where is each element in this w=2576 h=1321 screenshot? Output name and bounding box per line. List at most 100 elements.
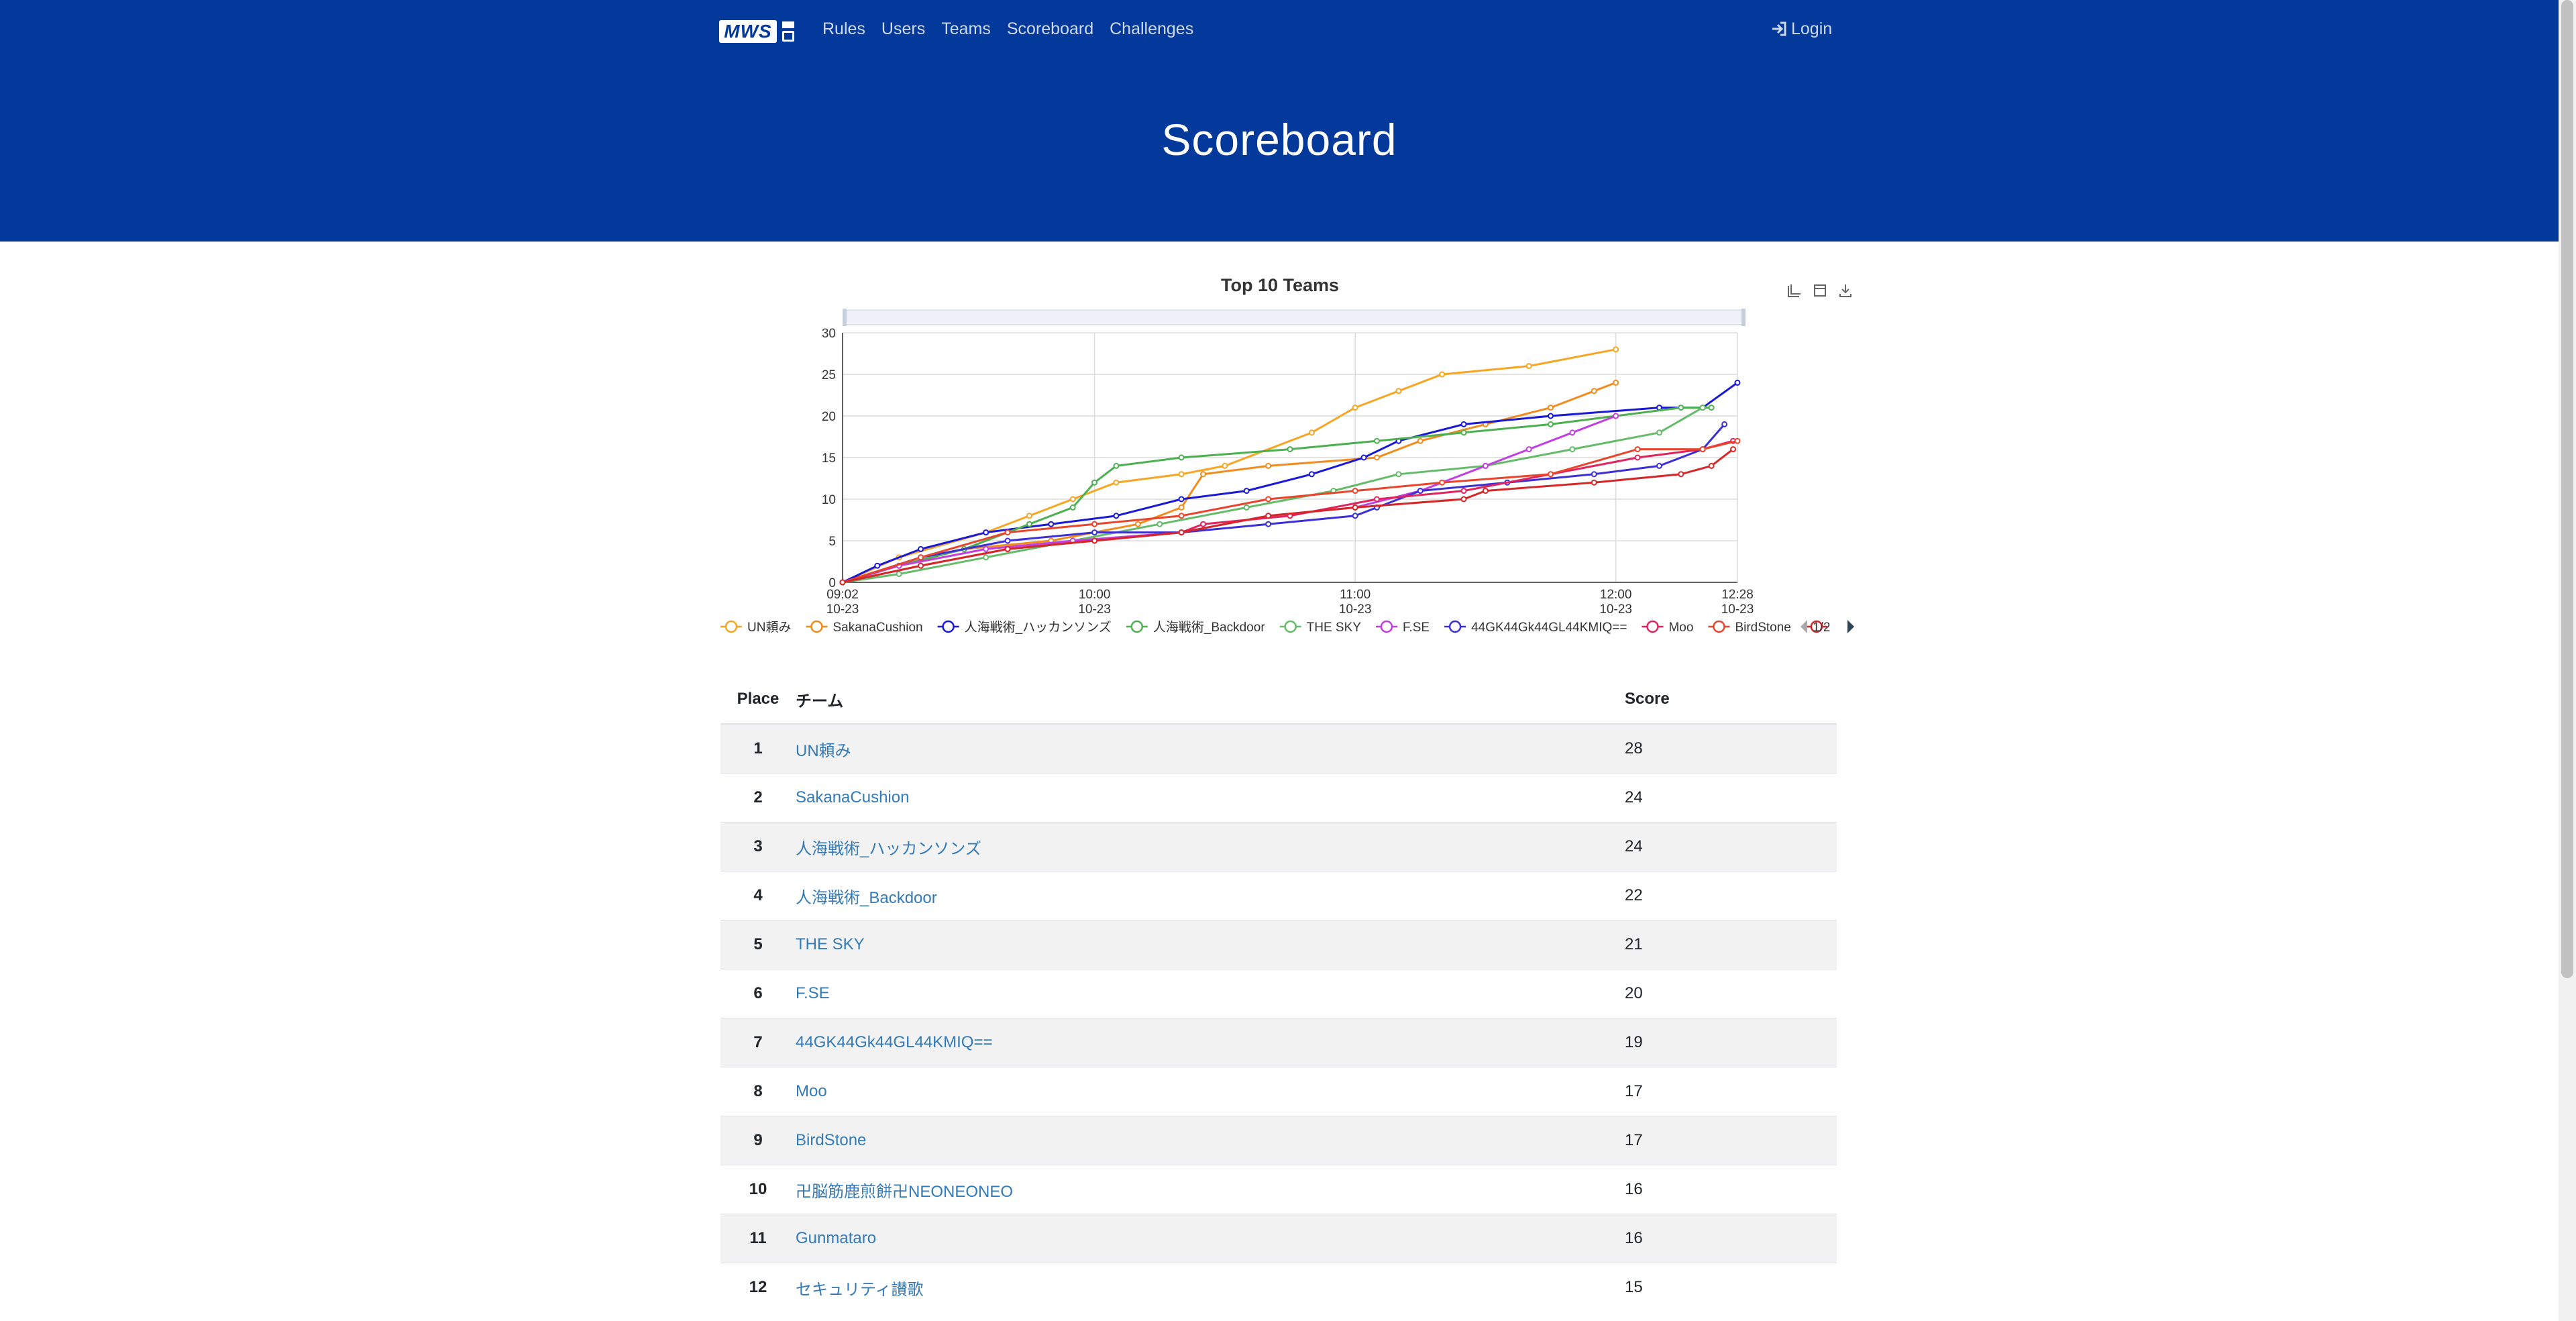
zoom-reset-icon[interactable] bbox=[1814, 284, 1826, 297]
team-link[interactable]: BirdStone bbox=[796, 1131, 867, 1149]
scrollbar-thumb[interactable] bbox=[2561, 0, 2573, 978]
series-point[interactable] bbox=[1708, 462, 1715, 469]
series-point[interactable] bbox=[1678, 471, 1684, 478]
series-point[interactable] bbox=[918, 554, 924, 561]
zoom-icon[interactable] bbox=[1788, 284, 1801, 297]
series-point[interactable] bbox=[1004, 545, 1011, 552]
series-point[interactable] bbox=[1656, 462, 1662, 469]
series-point[interactable] bbox=[1613, 346, 1619, 353]
team-link[interactable]: 44GK44Gk44GL44KMIQ== bbox=[796, 1033, 993, 1051]
legend-swatch-marker[interactable] bbox=[724, 620, 738, 633]
series-point[interactable] bbox=[1113, 513, 1120, 519]
series-point[interactable] bbox=[1374, 437, 1381, 444]
series-point[interactable] bbox=[1439, 479, 1446, 486]
legend-swatch-marker[interactable] bbox=[1448, 620, 1462, 633]
team-link[interactable]: セキュリティ讃歌 bbox=[796, 1280, 924, 1299]
series-point[interactable] bbox=[1439, 371, 1446, 378]
team-link[interactable]: SakanaCushion bbox=[796, 788, 910, 806]
series-point[interactable] bbox=[1199, 521, 1206, 527]
team-link[interactable]: THE SKY bbox=[796, 935, 865, 953]
series-point[interactable] bbox=[1482, 488, 1489, 494]
team-link[interactable]: 人海戦術_ハッカンソンズ bbox=[796, 839, 981, 858]
series-point[interactable] bbox=[1613, 413, 1619, 419]
series-point[interactable] bbox=[1548, 405, 1554, 411]
series-point[interactable] bbox=[1026, 513, 1032, 519]
series-point[interactable] bbox=[1699, 405, 1706, 411]
legend-item-label[interactable]: SakanaCushion bbox=[833, 621, 922, 635]
legend-swatch-marker[interactable] bbox=[1713, 620, 1725, 633]
series-point[interactable] bbox=[1287, 446, 1293, 453]
series-point[interactable] bbox=[983, 545, 989, 552]
series-point[interactable] bbox=[1525, 446, 1532, 453]
series-point[interactable] bbox=[1265, 521, 1272, 527]
legend-item-label[interactable]: BirdStone bbox=[1735, 621, 1790, 635]
series-point[interactable] bbox=[1591, 479, 1597, 486]
legend-next-icon[interactable] bbox=[1847, 620, 1854, 633]
legend-item-label[interactable]: 人海戦術_ハッカンソンズ bbox=[965, 620, 1112, 635]
series-point[interactable] bbox=[1178, 454, 1185, 461]
nav-scoreboard[interactable]: Scoreboard bbox=[1006, 19, 1094, 38]
team-link[interactable]: F.SE bbox=[796, 984, 830, 1002]
series-point[interactable] bbox=[1199, 471, 1206, 478]
series-point[interactable] bbox=[1091, 521, 1098, 527]
series-point[interactable] bbox=[1178, 529, 1185, 536]
series-point[interactable] bbox=[1265, 462, 1272, 469]
legend-swatch-marker[interactable] bbox=[810, 620, 823, 633]
series-point[interactable] bbox=[896, 571, 902, 578]
series-point[interactable] bbox=[1308, 429, 1315, 436]
series-point[interactable] bbox=[1591, 388, 1597, 394]
series-point[interactable] bbox=[1460, 429, 1467, 436]
legend-item-label[interactable]: F.SE bbox=[1403, 621, 1430, 635]
legend-item-label[interactable]: UN頼み bbox=[747, 620, 791, 635]
series-point[interactable] bbox=[1113, 462, 1120, 469]
series-point[interactable] bbox=[1360, 454, 1367, 461]
series-point[interactable] bbox=[1569, 429, 1576, 436]
nav-teams[interactable]: Teams bbox=[941, 19, 991, 38]
series-point[interactable] bbox=[1178, 504, 1185, 511]
series-point[interactable] bbox=[1157, 521, 1163, 527]
series-point[interactable] bbox=[1417, 437, 1424, 444]
series-point[interactable] bbox=[1482, 462, 1489, 469]
series-point[interactable] bbox=[1004, 529, 1011, 536]
legend-item-label[interactable]: THE SKY bbox=[1307, 621, 1362, 635]
legend-swatch-marker[interactable] bbox=[1646, 620, 1659, 633]
series-point[interactable] bbox=[1004, 537, 1011, 544]
zoom-slider-track[interactable] bbox=[845, 309, 1745, 325]
series-point[interactable] bbox=[1734, 379, 1741, 386]
zoom-slider-handle-right[interactable] bbox=[1741, 309, 1746, 326]
nav-rules[interactable]: Rules bbox=[822, 19, 865, 38]
series-point[interactable] bbox=[1178, 471, 1185, 478]
series-point[interactable] bbox=[1178, 496, 1185, 503]
series-point[interactable] bbox=[1634, 454, 1641, 461]
series-point[interactable] bbox=[1548, 421, 1554, 427]
series-point[interactable] bbox=[1243, 504, 1250, 511]
series-point[interactable] bbox=[918, 545, 924, 552]
series-point[interactable] bbox=[1460, 488, 1467, 494]
series-point[interactable] bbox=[983, 554, 989, 561]
series-point[interactable] bbox=[1113, 479, 1120, 486]
series-point[interactable] bbox=[1091, 537, 1098, 544]
series-point[interactable] bbox=[1352, 504, 1358, 511]
series-point[interactable] bbox=[874, 562, 881, 569]
series-point[interactable] bbox=[1656, 429, 1662, 436]
series-point[interactable] bbox=[1352, 513, 1358, 519]
series-point[interactable] bbox=[1026, 521, 1032, 527]
series-point[interactable] bbox=[1678, 405, 1684, 411]
series-point[interactable] bbox=[1048, 521, 1055, 527]
legend-swatch-marker[interactable] bbox=[1284, 620, 1297, 633]
series-point[interactable] bbox=[1569, 446, 1576, 453]
series-point[interactable] bbox=[1091, 479, 1098, 486]
team-link[interactable]: Gunmataro bbox=[796, 1229, 877, 1247]
login-link[interactable]: Login bbox=[1771, 0, 1832, 58]
series-point[interactable] bbox=[1222, 462, 1228, 469]
nav-users[interactable]: Users bbox=[881, 19, 926, 38]
series-point[interactable] bbox=[1134, 521, 1141, 527]
series-point[interactable] bbox=[1548, 471, 1554, 478]
legend-item-label[interactable]: 人海戦術_Backdoor bbox=[1153, 620, 1266, 635]
series-point[interactable] bbox=[1395, 388, 1402, 394]
series-point[interactable] bbox=[1734, 437, 1741, 444]
series-point[interactable] bbox=[1460, 421, 1467, 427]
series-point[interactable] bbox=[1634, 446, 1641, 453]
legend-swatch-marker[interactable] bbox=[1380, 620, 1393, 633]
team-link[interactable]: 卍脳筋鹿煎餅卍NEONEONEO bbox=[796, 1182, 1014, 1201]
